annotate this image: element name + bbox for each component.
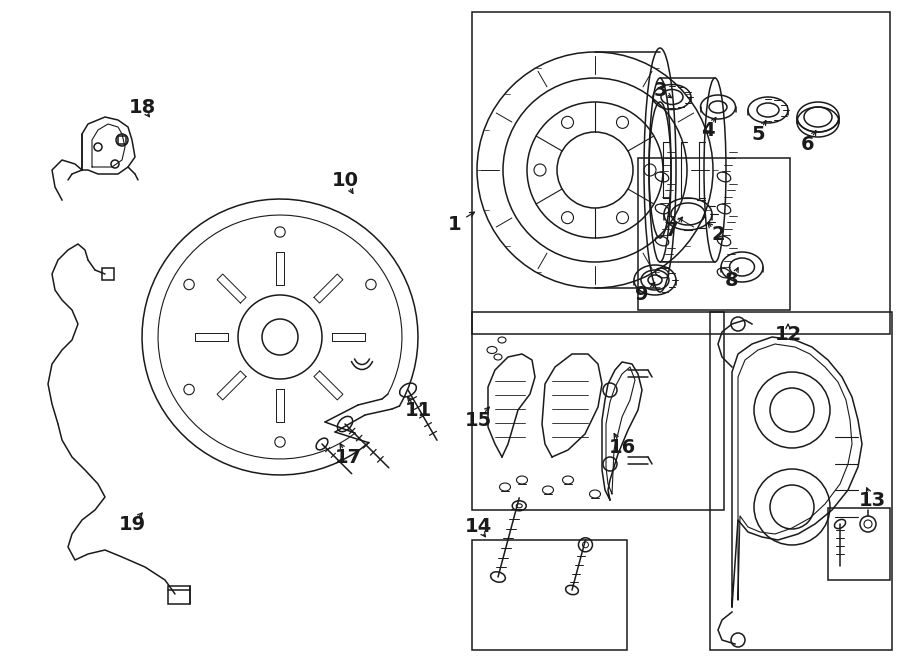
Bar (168, 586, 190, 604)
Bar (102, 268, 114, 280)
Text: 1: 1 (448, 214, 462, 234)
Bar (710, 312, 892, 650)
Text: 12: 12 (774, 324, 802, 344)
Text: 10: 10 (331, 171, 358, 189)
Bar (472, 540, 627, 650)
Text: 18: 18 (129, 97, 156, 117)
Text: 15: 15 (464, 410, 491, 430)
Text: 2: 2 (711, 224, 724, 244)
Text: 9: 9 (635, 285, 649, 303)
Bar (638, 158, 790, 310)
Text: 8: 8 (725, 271, 739, 289)
Bar (472, 12, 890, 334)
Bar (828, 508, 890, 580)
Text: 7: 7 (665, 220, 679, 240)
Bar (118, 136, 126, 144)
Text: 17: 17 (335, 448, 362, 467)
Text: 13: 13 (859, 491, 886, 510)
Text: 11: 11 (404, 401, 432, 420)
Text: 4: 4 (701, 120, 715, 140)
Text: 5: 5 (752, 124, 765, 144)
Text: 16: 16 (608, 438, 635, 457)
Text: 6: 6 (801, 134, 814, 154)
Text: 3: 3 (653, 81, 667, 99)
Text: 14: 14 (464, 518, 491, 536)
Text: 19: 19 (119, 514, 146, 534)
Bar (472, 312, 724, 510)
